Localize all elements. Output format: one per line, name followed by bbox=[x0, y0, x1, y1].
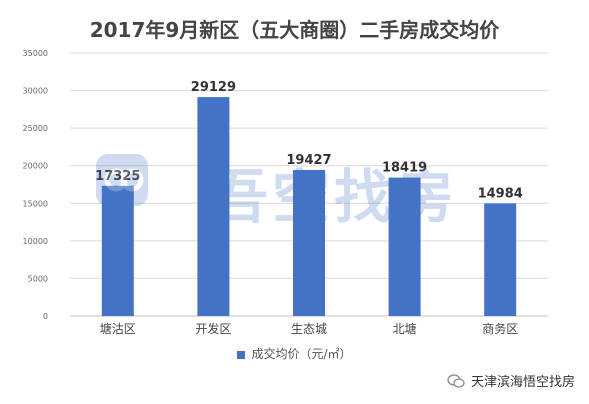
x-axis-ticks: 塘沽区 开发区 生态城 北塘 商务区 bbox=[100, 321, 518, 336]
legend: 成交均价（元/㎡） bbox=[0, 345, 589, 362]
y-tick-label: 35000 bbox=[23, 49, 48, 58]
source-text: 天津滨海悟空找房 bbox=[470, 375, 575, 390]
chart-title: 2017年9月新区（五大商圈）二手房成交均价 bbox=[89, 18, 500, 42]
bar bbox=[484, 203, 517, 316]
wechat-icon bbox=[447, 373, 465, 388]
y-tick-label: 30000 bbox=[23, 87, 48, 96]
bar bbox=[101, 185, 134, 316]
watermark-text: 吾空找房 bbox=[210, 163, 459, 231]
y-tick-label: 5000 bbox=[28, 274, 48, 283]
data-label: 19427 bbox=[286, 153, 331, 168]
watermark-logo-icon bbox=[96, 154, 148, 206]
y-axis-ticks: 0 5000 10000 15000 20000 25000 30000 35000 bbox=[23, 49, 48, 321]
x-tick-label: 商务区 bbox=[482, 321, 518, 336]
legend-swatch bbox=[237, 350, 246, 359]
bars bbox=[101, 97, 517, 317]
data-label: 14984 bbox=[478, 186, 523, 201]
data-label: 17325 bbox=[95, 169, 140, 184]
data-label: 18419 bbox=[382, 161, 427, 176]
x-tick-label: 生态城 bbox=[291, 322, 327, 336]
bar bbox=[388, 177, 421, 316]
data-label: 29129 bbox=[191, 80, 236, 95]
source-attribution: 天津滨海悟空找房 bbox=[447, 371, 575, 390]
x-tick-label: 北塘 bbox=[393, 321, 417, 336]
y-tick-label: 20000 bbox=[23, 162, 48, 171]
legend-label: 成交均价（元/㎡） bbox=[251, 347, 352, 361]
y-tick-label: 0 bbox=[43, 312, 48, 321]
y-tick-label: 10000 bbox=[23, 237, 48, 246]
y-tick-label: 25000 bbox=[23, 124, 48, 133]
x-tick-label: 开发区 bbox=[195, 321, 231, 336]
data-labels: 17325 29129 19427 18419 14984 bbox=[95, 80, 523, 201]
bar bbox=[293, 170, 325, 316]
y-tick-label: 15000 bbox=[23, 199, 48, 208]
x-tick-label: 塘沽区 bbox=[100, 321, 136, 336]
bar bbox=[197, 97, 230, 317]
